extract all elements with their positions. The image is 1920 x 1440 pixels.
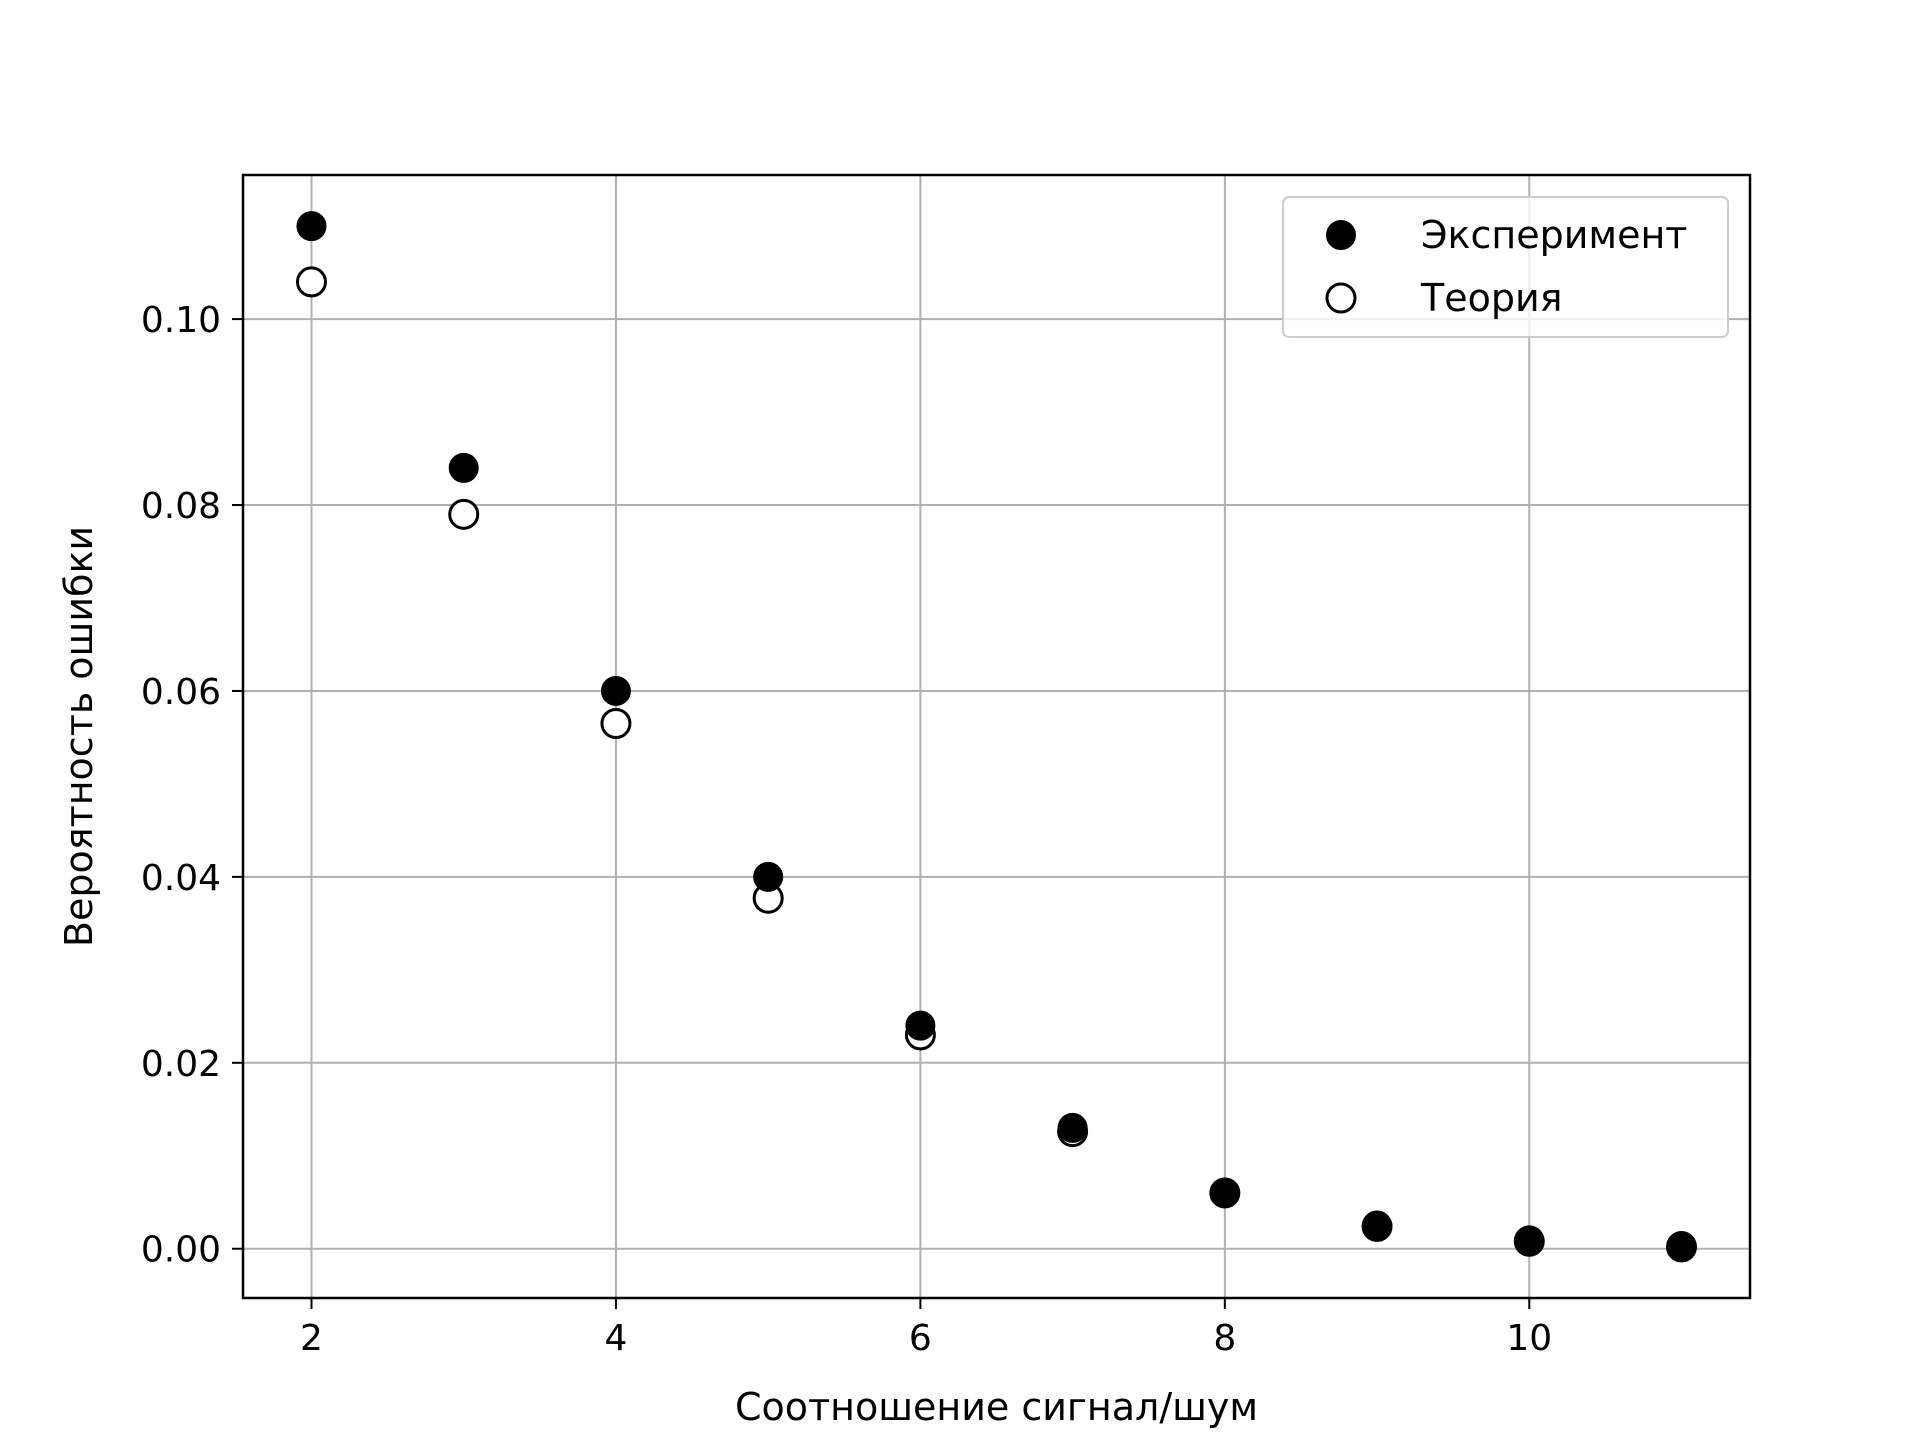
experiment-point: [448, 452, 479, 483]
x-axis-ticks: 2 4 6 8 10: [300, 1298, 1552, 1359]
legend-marker-theory: [1325, 282, 1357, 314]
y-axis-label: Вероятность ошибки: [57, 526, 101, 947]
experiment-point: [1362, 1210, 1393, 1241]
x-tick-label: 8: [1213, 1318, 1236, 1359]
experiment-point: [753, 861, 784, 892]
experiment-point: [1666, 1230, 1697, 1261]
experiment-point: [1514, 1225, 1545, 1256]
experiment-point: [600, 675, 631, 706]
y-axis-ticks: 0.00 0.02 0.04 0.06 0.08 0.10: [141, 300, 243, 1271]
plot-frame: [241, 173, 1752, 1300]
y-tick-label: 0.08: [141, 486, 221, 527]
x-tick-label: 6: [909, 1318, 932, 1359]
theory-point: [296, 266, 327, 298]
legend-box: [1282, 196, 1729, 338]
y-tick-label: 0.02: [141, 1044, 221, 1085]
experiment-point: [296, 211, 327, 242]
y-tick-label: 0.06: [141, 672, 221, 713]
y-tick-label: 0.04: [141, 858, 221, 899]
legend-label-theory: Теория: [1420, 276, 1563, 320]
x-tick-label: 4: [604, 1318, 627, 1359]
x-tick-label: 2: [300, 1318, 323, 1359]
legend: Эксперимент Теория: [1282, 196, 1729, 338]
y-tick-label: 0.10: [141, 300, 221, 341]
y-tick-label: 0.00: [141, 1230, 221, 1271]
experiment-point: [905, 1010, 936, 1041]
experiment-point: [1057, 1112, 1088, 1143]
theory-point: [600, 707, 632, 739]
theory-point: [448, 498, 480, 530]
x-axis-label: Соотношение сигнал/шум: [735, 1385, 1258, 1429]
experiment-point: [1209, 1177, 1240, 1208]
x-tick-label: 10: [1506, 1318, 1552, 1359]
legend-marker-experiment: [1326, 220, 1356, 250]
data-points: [296, 211, 1697, 1263]
legend-label-experiment: Эксперимент: [1421, 213, 1687, 257]
